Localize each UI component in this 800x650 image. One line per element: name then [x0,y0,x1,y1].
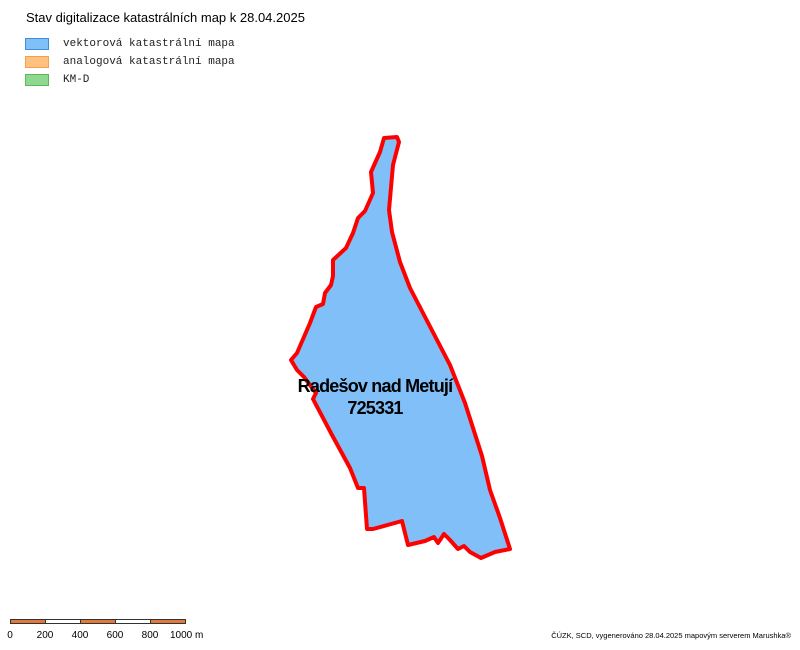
scale-segment [80,619,116,624]
legend-label-vector: vektorová katastrální mapa [63,38,235,50]
scale-segment [10,619,46,624]
map-title: Stav digitalizace katastrálních map k 28… [26,10,305,25]
parcel-code-label: 725331 [347,398,403,418]
legend-item-vector: vektorová katastrální mapa [25,35,235,53]
legend-item-kmd: KM-D [25,71,235,89]
scale-tick-label: 200 [36,630,54,641]
cadastral-area-polygon[interactable] [289,135,512,560]
legend-swatch-vector [25,38,49,50]
scale-tick-label: 800 [141,630,159,641]
legend-swatch-analog [25,56,49,68]
legend-item-analog: analogová katastrální mapa [25,53,235,71]
scale-tick-label: 0 [7,630,13,641]
scale-segment [115,619,151,624]
map-credits: ČÚZK, SCD, vygenerováno 28.04.2025 mapov… [551,631,791,640]
legend-label-kmd: KM-D [63,74,90,86]
scale-tick-label: 1000 m [170,630,204,641]
legend: vektorová katastrální mapa analogová kat… [25,35,235,89]
legend-swatch-kmd [25,74,49,86]
scale-tick-label: 600 [106,630,124,641]
parcel-name-label: Radešov nad Metují [298,376,454,396]
scale-segment [45,619,81,624]
scale-tick-label: 400 [71,630,89,641]
scale-segment [150,619,186,624]
legend-label-analog: analogová katastrální mapa [63,56,235,68]
